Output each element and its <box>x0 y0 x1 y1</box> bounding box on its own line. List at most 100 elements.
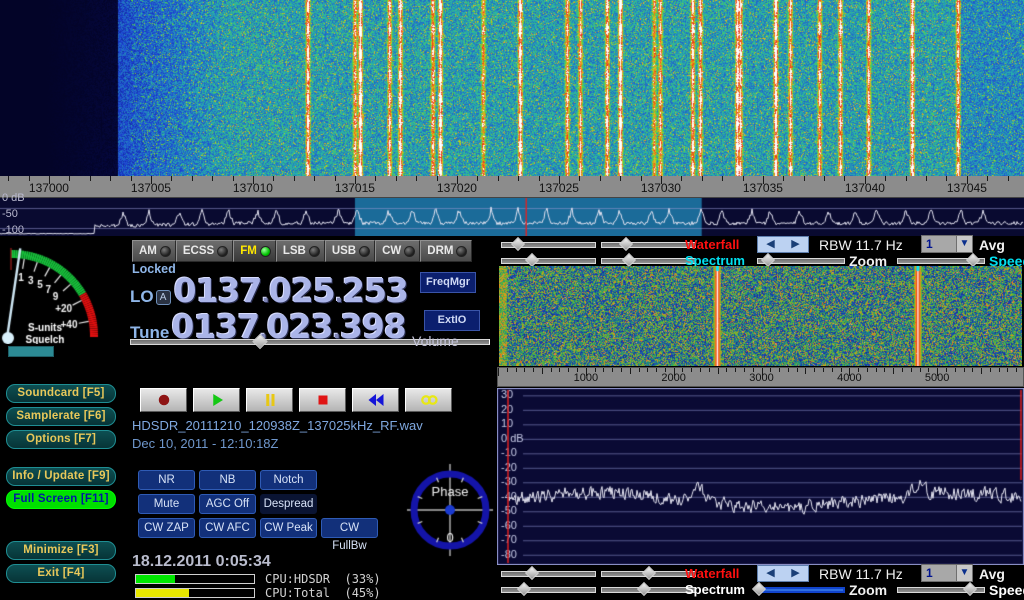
dsp-button-notch[interactable]: Notch <box>260 470 317 490</box>
dsp-button-nr[interactable]: NR <box>138 470 195 490</box>
top-zoom-slider-knob[interactable] <box>760 252 775 268</box>
sidebar-button-exit[interactable]: Exit [F4] <box>6 564 116 583</box>
volume-slider-track[interactable] <box>130 339 490 345</box>
top-speed-slider-track[interactable] <box>897 258 985 264</box>
frequency-digit[interactable]: 2 <box>290 271 314 310</box>
digit-separator[interactable]: . <box>261 283 269 308</box>
frequency-digit[interactable]: 0 <box>266 307 290 346</box>
dsp-button-despread[interactable]: Despread <box>260 494 317 514</box>
digit-separator[interactable]: . <box>259 319 267 344</box>
loop-button[interactable] <box>405 388 452 412</box>
sidebar-button-minimize[interactable]: Minimize [F3] <box>6 541 116 560</box>
pause-button[interactable] <box>246 388 293 412</box>
frequency-digit[interactable]: 0 <box>173 271 197 310</box>
top-waterfall-contrast-slider-track[interactable] <box>501 242 596 248</box>
bottom-rbw-stepper[interactable]: ◀ ▶ <box>757 565 809 582</box>
dsp-button-cw-zap[interactable]: CW ZAP <box>138 518 195 538</box>
top-spectrum-contrast-slider-knob[interactable] <box>525 252 540 268</box>
tune-frequency-row[interactable]: Tune 0137.023.398 <box>130 307 407 349</box>
top-waterfall-brightness-slider-knob[interactable] <box>618 236 633 252</box>
audio-waterfall-display[interactable] <box>499 266 1022 366</box>
rf-spectrum-display[interactable] <box>0 198 1024 236</box>
bottom-waterfall-contrast-slider-track[interactable] <box>501 571 596 577</box>
frequency-digit[interactable]: 9 <box>361 307 385 346</box>
frequency-digit[interactable]: 2 <box>288 307 312 346</box>
top-speed-slider[interactable] <box>897 252 985 268</box>
bottom-zoom-slider-knob[interactable] <box>751 581 766 597</box>
top-waterfall-brightness-slider[interactable] <box>601 236 696 252</box>
top-speed-slider-knob[interactable] <box>965 252 980 268</box>
top-zoom-slider-track[interactable] <box>757 258 845 264</box>
top-waterfall-contrast-slider[interactable] <box>501 236 596 252</box>
lo-auto-badge[interactable]: A <box>155 290 171 305</box>
chevron-down-icon[interactable]: ▼ <box>956 236 972 252</box>
bottom-waterfall-brightness-slider-knob[interactable] <box>641 565 656 581</box>
bottom-spectrum-brightness-slider[interactable] <box>601 581 696 597</box>
top-avg-dropdown[interactable]: 1 ▼ <box>921 235 973 253</box>
bottom-zoom-slider[interactable] <box>751 581 845 597</box>
bottom-speed-slider-knob[interactable] <box>962 581 978 597</box>
stop-button[interactable] <box>299 388 346 412</box>
frequency-manager-button[interactable]: FreqMgr <box>420 272 476 293</box>
frequency-digit[interactable]: 0 <box>171 307 194 346</box>
frequency-digit[interactable]: 3 <box>217 271 241 310</box>
play-button[interactable] <box>193 388 240 412</box>
lo-frequency-row[interactable]: LO A 0137.025.253 <box>130 271 409 313</box>
mode-button-lsb[interactable]: LSB <box>275 240 325 262</box>
bottom-rbw-decrease-icon[interactable]: ◀ <box>766 567 775 579</box>
dsp-button-cw-afc[interactable]: CW AFC <box>199 518 256 538</box>
sidebar-button-options[interactable]: Options [F7] <box>6 430 116 449</box>
frequency-digit[interactable]: 7 <box>237 307 260 346</box>
dsp-button-cw-fullbw[interactable]: CW FullBw <box>321 518 378 552</box>
dsp-button-cw-peak[interactable]: CW Peak <box>260 518 317 538</box>
lo-frequency-value[interactable]: 0137.025.253 <box>173 271 409 313</box>
mode-button-usb[interactable]: USB <box>324 240 376 262</box>
top-waterfall-brightness-slider-track[interactable] <box>601 242 696 248</box>
top-spectrum-brightness-slider[interactable] <box>601 252 696 268</box>
bottom-speed-slider-track[interactable] <box>897 587 985 593</box>
bottom-spectrum-contrast-slider-track[interactable] <box>501 587 596 593</box>
mode-button-am[interactable]: AM <box>132 240 176 262</box>
extio-button[interactable]: ExtIO <box>424 310 480 331</box>
frequency-digit[interactable]: 0 <box>268 271 292 310</box>
top-spectrum-brightness-slider-track[interactable] <box>601 258 696 264</box>
bottom-spectrum-contrast-slider-knob[interactable] <box>516 581 531 597</box>
frequency-digit[interactable]: 3 <box>310 307 334 346</box>
mode-button-ecss[interactable]: ECSS <box>175 240 234 262</box>
frequency-digit[interactable]: 5 <box>312 271 336 310</box>
volume-slider[interactable] <box>130 333 490 356</box>
bottom-speed-slider[interactable] <box>897 581 985 597</box>
bottom-avg-dropdown[interactable]: 1 ▼ <box>921 564 973 582</box>
bottom-waterfall-brightness-slider[interactable] <box>601 565 696 581</box>
sidebar-button-soundcard[interactable]: Soundcard [F5] <box>6 384 116 403</box>
rewind-button[interactable] <box>352 388 399 412</box>
digit-separator[interactable]: . <box>332 319 341 344</box>
sidebar-button-samplerate[interactable]: Samplerate [F6] <box>6 407 116 426</box>
dsp-button-agc-off[interactable]: AGC Off <box>199 494 256 514</box>
digit-separator[interactable]: . <box>334 283 343 308</box>
top-rbw-increase-icon[interactable]: ▶ <box>791 238 800 250</box>
dsp-button-mute[interactable]: Mute <box>138 494 195 514</box>
top-zoom-slider[interactable] <box>757 252 845 268</box>
sidebar-button-info[interactable]: Info / Update [F9] <box>6 467 116 486</box>
frequency-digit[interactable]: 5 <box>364 271 387 310</box>
mode-button-drm[interactable]: DRM <box>420 240 473 262</box>
rf-waterfall-display[interactable] <box>0 0 1024 176</box>
mode-button-fm[interactable]: FM <box>233 240 276 262</box>
audio-spectrum-display[interactable] <box>497 388 1024 565</box>
top-rbw-stepper[interactable]: ◀ ▶ <box>757 236 809 253</box>
dsp-button-nb[interactable]: NB <box>199 470 256 490</box>
tune-frequency-value[interactable]: 0137.023.398 <box>171 307 407 349</box>
top-spectrum-contrast-slider[interactable] <box>501 252 596 268</box>
bottom-spectrum-contrast-slider[interactable] <box>501 581 596 597</box>
bottom-waterfall-contrast-slider[interactable] <box>501 565 596 581</box>
audio-frequency-axis[interactable]: 1000 2000 3000 4000 5000 <box>497 367 1024 387</box>
sidebar-button-full[interactable]: Full Screen [F11] <box>6 490 116 509</box>
frequency-digit[interactable]: 3 <box>215 307 238 346</box>
volume-slider-knob[interactable] <box>251 333 268 350</box>
bottom-rbw-increase-icon[interactable]: ▶ <box>791 567 800 579</box>
record-button[interactable] <box>140 388 187 412</box>
chevron-down-icon[interactable]: ▼ <box>956 565 972 581</box>
frequency-digit[interactable]: 8 <box>383 307 407 346</box>
bottom-zoom-slider-track[interactable] <box>757 587 845 593</box>
